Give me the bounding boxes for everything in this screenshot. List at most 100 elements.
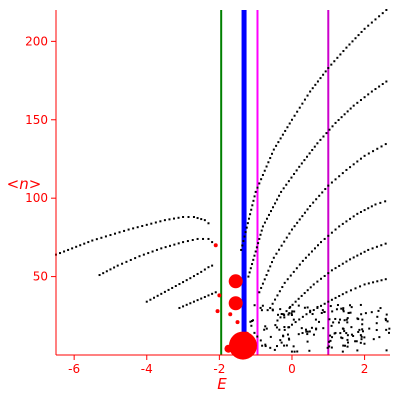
data-point: [277, 141, 280, 144]
data-point: [319, 77, 322, 80]
data-point: [296, 350, 299, 353]
data-point: [274, 298, 277, 301]
data-point: [196, 217, 199, 220]
highlight-marker: [228, 331, 257, 360]
data-point: [346, 338, 349, 341]
data-point: [173, 243, 176, 246]
data-point: [385, 80, 388, 83]
data-point: [250, 319, 253, 322]
data-point: [313, 145, 316, 148]
data-point: [319, 138, 322, 141]
data-point: [177, 242, 180, 245]
data-point: [246, 222, 249, 225]
data-point: [203, 295, 206, 298]
data-point: [354, 287, 357, 290]
data-point: [376, 147, 379, 150]
highlight-marker: [213, 243, 218, 248]
data-point: [380, 279, 383, 282]
data-point: [290, 118, 293, 121]
data-point: [361, 328, 364, 331]
data-point: [312, 309, 315, 312]
data-point: [267, 161, 270, 164]
data-point: [378, 85, 381, 88]
data-point: [279, 316, 282, 319]
x-tick-label: 0: [288, 362, 296, 376]
data-point: [290, 312, 293, 315]
data-point: [98, 274, 101, 277]
data-point: [254, 190, 257, 193]
data-point: [330, 346, 333, 349]
data-point: [332, 321, 335, 324]
data-point: [310, 250, 313, 253]
data-point: [380, 145, 383, 148]
data-point: [344, 344, 347, 347]
data-point: [136, 226, 139, 229]
data-point: [374, 18, 377, 21]
data-point: [301, 259, 304, 262]
data-point: [274, 324, 277, 327]
data-point: [361, 323, 364, 326]
data-point: [342, 50, 345, 53]
data-point: [304, 328, 307, 331]
data-point: [349, 217, 352, 220]
data-point: [286, 126, 289, 129]
highlight-marker: [251, 340, 256, 345]
data-point: [293, 225, 296, 228]
data-point: [327, 67, 330, 70]
data-point: [269, 346, 272, 349]
data-point: [331, 125, 334, 128]
data-point: [281, 286, 284, 289]
data-point: [363, 342, 366, 345]
data-point: [293, 114, 296, 117]
data-point: [272, 256, 275, 259]
data-point: [381, 83, 384, 86]
data-point: [285, 310, 288, 313]
data-point: [258, 237, 261, 240]
data-point: [314, 83, 317, 86]
data-point: [342, 344, 345, 347]
data-point: [177, 216, 180, 219]
data-point: [303, 159, 306, 162]
data-point: [283, 316, 286, 319]
data-point: [347, 341, 350, 344]
data-point: [168, 244, 171, 247]
data-point: [278, 248, 281, 251]
data-point: [134, 257, 137, 260]
data-point: [346, 334, 349, 337]
data-point: [358, 328, 361, 331]
data-point: [375, 245, 378, 248]
data-point: [240, 248, 243, 251]
data-point: [320, 311, 323, 314]
data-point: [283, 326, 286, 329]
data-point: [264, 343, 267, 346]
data-point: [203, 268, 206, 271]
data-point: [352, 256, 355, 259]
data-point: [327, 272, 330, 275]
data-point: [379, 201, 382, 204]
data-point: [298, 165, 301, 168]
data-point: [386, 320, 389, 323]
data-point: [331, 310, 334, 313]
data-point: [367, 282, 370, 285]
data-point: [324, 188, 327, 191]
data-point: [211, 241, 214, 244]
data-point: [306, 208, 309, 211]
data-point: [384, 200, 387, 203]
data-point: [207, 222, 210, 225]
data-point: [269, 306, 272, 309]
data-point: [167, 288, 170, 291]
data-point: [363, 209, 366, 212]
data-point: [316, 280, 319, 283]
data-point: [185, 303, 188, 306]
data-point: [356, 212, 359, 215]
data-point: [384, 317, 387, 320]
data-point: [95, 238, 98, 241]
data-point: [63, 250, 66, 253]
data-point: [182, 216, 185, 218]
data-point: [303, 98, 306, 101]
data-point: [345, 168, 348, 171]
data-point: [345, 260, 348, 263]
data-point: [250, 324, 253, 327]
data-point: [309, 90, 312, 93]
